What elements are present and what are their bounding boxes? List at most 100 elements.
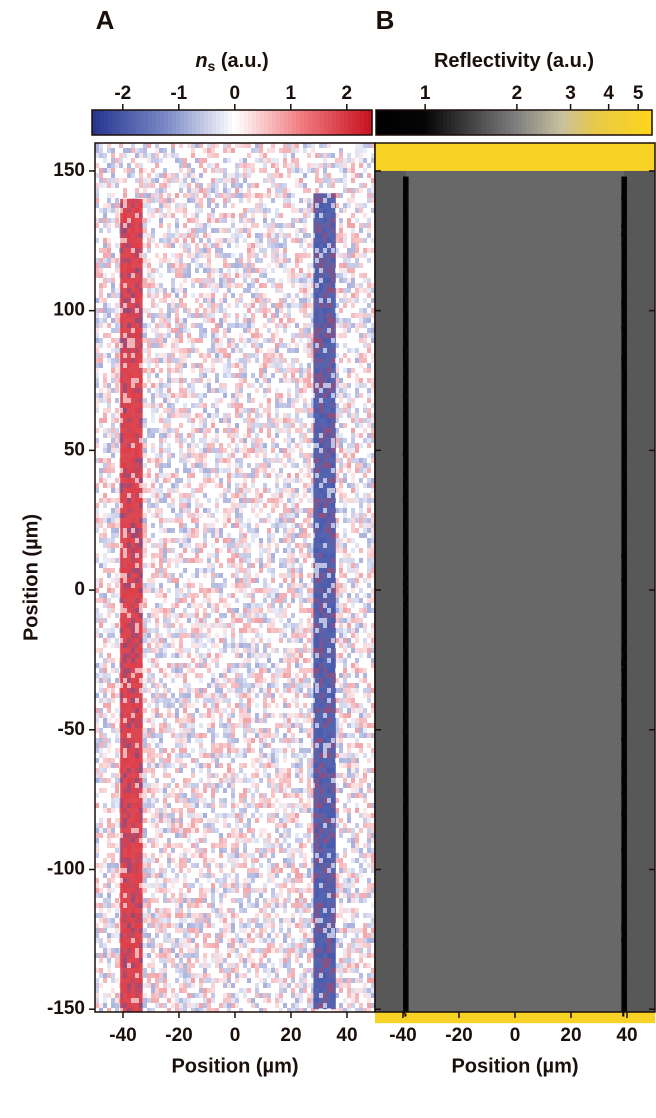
noise — [123, 623, 127, 628]
noise — [291, 553, 295, 558]
noise — [275, 418, 279, 423]
noise — [159, 393, 163, 398]
noise — [291, 303, 295, 308]
noise — [271, 218, 275, 223]
noise — [255, 148, 259, 153]
noise — [187, 508, 191, 513]
noise — [243, 208, 247, 213]
noise — [327, 153, 331, 158]
noise — [251, 568, 255, 573]
noise — [199, 513, 203, 518]
noise — [307, 378, 311, 383]
noise — [159, 158, 163, 163]
noise — [331, 358, 335, 363]
noise — [299, 363, 303, 368]
noise — [107, 403, 111, 408]
noise — [155, 183, 159, 188]
noise — [323, 568, 327, 573]
noise — [291, 488, 295, 493]
noise — [247, 298, 251, 303]
noise — [203, 443, 207, 448]
noise — [119, 313, 123, 318]
noise — [175, 263, 179, 268]
noise — [359, 313, 363, 318]
noise — [251, 528, 255, 533]
noise — [327, 208, 331, 213]
noise — [175, 268, 179, 273]
noise — [151, 628, 155, 633]
noise — [279, 498, 283, 503]
noise — [323, 373, 327, 378]
noise — [127, 238, 131, 243]
noise — [179, 168, 183, 173]
noise — [367, 418, 371, 423]
noise — [203, 318, 207, 323]
noise — [327, 563, 331, 568]
noise — [103, 503, 107, 508]
noise — [323, 478, 327, 483]
noise — [131, 623, 135, 628]
noise — [267, 453, 271, 458]
noise — [275, 263, 279, 268]
noise — [351, 628, 355, 633]
noise — [339, 168, 343, 173]
noise — [359, 248, 363, 253]
noise — [143, 283, 147, 288]
noise — [347, 263, 351, 268]
noise — [283, 533, 287, 538]
noise — [151, 433, 155, 438]
noise — [267, 163, 271, 168]
noise — [159, 453, 163, 458]
noise — [331, 383, 335, 388]
noise — [175, 363, 179, 368]
noise — [287, 348, 291, 353]
noise — [127, 163, 131, 168]
noise — [115, 283, 119, 288]
noise — [271, 523, 275, 528]
noise — [139, 608, 143, 613]
noise — [115, 208, 119, 213]
noise — [107, 478, 111, 483]
noise — [119, 308, 123, 313]
noise — [131, 248, 135, 253]
noise — [303, 623, 307, 628]
noise — [271, 348, 275, 353]
noise — [211, 528, 215, 533]
noise — [135, 253, 139, 258]
noise — [211, 178, 215, 183]
noise — [175, 618, 179, 623]
noise — [223, 498, 227, 503]
noise — [163, 353, 167, 358]
noise — [247, 248, 251, 253]
noise — [155, 268, 159, 273]
noise — [139, 153, 143, 158]
noise — [191, 278, 195, 283]
noise — [319, 253, 323, 258]
noise — [151, 363, 155, 368]
noise — [135, 558, 139, 563]
noise — [235, 518, 239, 523]
noise — [267, 283, 271, 288]
noise — [227, 268, 231, 273]
noise — [347, 608, 351, 613]
noise — [231, 393, 235, 398]
noise — [211, 173, 215, 178]
noise — [195, 348, 199, 353]
noise — [247, 613, 251, 618]
noise — [175, 413, 179, 418]
noise — [367, 593, 371, 598]
noise — [203, 463, 207, 468]
noise — [127, 543, 131, 548]
noise — [151, 458, 155, 463]
noise — [211, 368, 215, 373]
noise — [279, 173, 283, 178]
noise — [327, 418, 331, 423]
noise — [339, 388, 343, 393]
noise — [311, 428, 315, 433]
noise — [351, 323, 355, 328]
noise — [223, 318, 227, 323]
noise — [303, 463, 307, 468]
noise — [191, 468, 195, 473]
noise — [243, 353, 247, 358]
noise — [311, 388, 315, 393]
